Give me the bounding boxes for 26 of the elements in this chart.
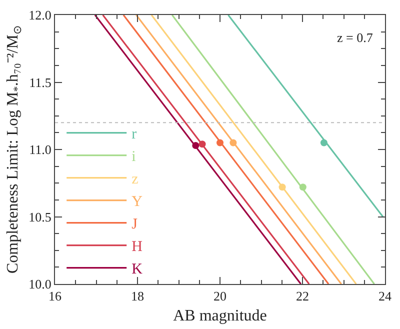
y-tick-label: 12.0 [28, 8, 52, 23]
legend-label: K [132, 262, 143, 278]
point [198, 140, 206, 148]
y-tick-label: 11.0 [29, 142, 52, 158]
x-tick-label: 20 [214, 288, 226, 304]
x-tick-label: 24 [378, 288, 392, 304]
legend-label: z [132, 172, 139, 188]
x-axis-title: AB magnitude [173, 307, 267, 324]
y-tick-label: 11.5 [29, 74, 52, 90]
point [216, 139, 224, 146]
point [299, 184, 306, 191]
point [278, 184, 286, 191]
point [192, 142, 200, 149]
point [230, 139, 237, 146]
x-tick-label: 16 [48, 288, 62, 304]
legend-label: H [132, 239, 143, 256]
y-tick-label: 10.5 [28, 209, 52, 224]
legend-label: r [132, 126, 137, 143]
legend-label: Y [132, 194, 143, 210]
x-tick-label: 22 [296, 288, 309, 304]
y-tick-label: 10.0 [28, 276, 52, 292]
annotation: z = 0.7 [337, 30, 374, 45]
legend-label: i [132, 149, 136, 166]
point [320, 139, 328, 146]
legend-label: J [132, 216, 138, 233]
x-tick-label: 18 [131, 288, 144, 304]
